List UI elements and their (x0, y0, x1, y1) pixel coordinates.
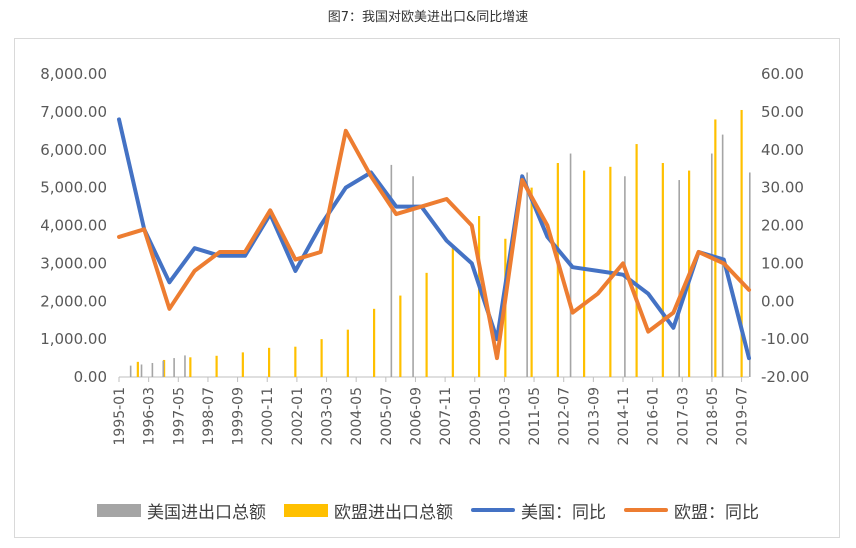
bar-eu-total (320, 339, 323, 377)
x-tick-label: 1996-03 (142, 387, 158, 446)
bar-us-total (140, 364, 143, 377)
bar-us-total (749, 172, 751, 377)
x-tick-label: 1999-09 (231, 387, 247, 446)
bar-eu-total (241, 352, 244, 377)
bar-us-total (151, 362, 154, 377)
legend-swatch-us-total (97, 503, 141, 517)
x-tick-label: 2012-07 (557, 387, 573, 446)
line-eu-yoy (117, 128, 751, 361)
bar-us-total (526, 172, 528, 377)
legend-label-eu-total: 欧盟进出口总额 (334, 502, 453, 523)
legend-item-eu-total: 欧盟进出口总额 (284, 498, 453, 523)
bar-eu-total (399, 295, 402, 377)
bar-eu-total (294, 346, 297, 377)
bar-eu-total (635, 144, 638, 377)
bar-eu-total (346, 329, 349, 377)
x-tick-label: 1997-05 (171, 387, 187, 446)
x-tick-label: 2011-05 (527, 387, 543, 446)
x-tick-label: 2004-05 (349, 387, 365, 446)
legend-swatch-eu-yoy (624, 508, 668, 512)
legend-label-us-total: 美国进出口总额 (147, 502, 266, 523)
bar-us-total (390, 164, 393, 377)
x-tick-label: 2005-07 (379, 387, 395, 446)
legend-label-eu-yoy: 欧盟：同比 (674, 502, 759, 523)
x-tick-label: 2007-11 (438, 387, 454, 446)
legend-swatch-eu-total (284, 503, 328, 517)
chart-frame (14, 38, 840, 538)
x-tick-label: 2010-03 (497, 387, 513, 446)
chart-legend: 美国进出口总额 欧盟进出口总额 美国：同比 欧盟：同比 (0, 497, 856, 523)
bar-eu-total (268, 347, 271, 377)
bar-eu-total (478, 216, 481, 377)
bar-us-total (678, 180, 680, 377)
y-left-tick-label: 7,000.00 (40, 103, 107, 121)
bar-eu-total (215, 355, 218, 377)
legend-item-eu-yoy: 欧盟：同比 (624, 498, 759, 523)
x-tick-label: 1998-07 (201, 387, 217, 446)
x-tick-label: 2016-01 (646, 387, 662, 446)
bar-us-total (173, 358, 175, 377)
legend-label-us-yoy: 美国：同比 (521, 502, 606, 523)
y-right-tick-label: -10.00 (761, 330, 809, 348)
legend-swatch-us-yoy (471, 508, 515, 512)
y-right-tick-label: 60.00 (761, 65, 804, 83)
bar-eu-total (714, 119, 717, 377)
x-tick-label: 2002-01 (290, 387, 306, 446)
y-left-tick-label: 6,000.00 (40, 141, 107, 159)
bar-us-total (412, 176, 414, 377)
x-tick-label: 2014-11 (616, 387, 632, 446)
bar-us-total (162, 360, 165, 377)
bar-us-total (710, 153, 713, 377)
y-right-tick-label: 10.00 (761, 254, 804, 272)
x-tick-label: 2009-01 (468, 387, 484, 446)
bar-eu-total (583, 170, 586, 377)
bar-eu-total (163, 359, 166, 377)
y-right-tick-label: 0.00 (761, 292, 794, 310)
y-right-tick-label: -20.00 (761, 368, 809, 386)
y-left-tick-label: 3,000.00 (40, 254, 107, 272)
x-tick-label: 2018-05 (705, 387, 721, 446)
bar-eu-total (740, 109, 743, 377)
bar-eu-total (425, 272, 428, 377)
x-tick-label: 2019-07 (735, 387, 751, 446)
bar-us-total (184, 355, 186, 377)
y-right-tick-label: 20.00 (761, 217, 804, 235)
bar-eu-total (530, 187, 533, 377)
y-right-tick-label: 30.00 (761, 179, 804, 197)
legend-item-us-total: 美国进出口总额 (97, 498, 266, 523)
bar-eu-total (661, 163, 664, 377)
x-tick-label: 1995-01 (112, 387, 128, 446)
bar-us-total (129, 365, 132, 377)
bar-eu-total (136, 361, 139, 377)
x-tick-label: 2017-03 (675, 387, 691, 446)
bar-us-total (721, 134, 724, 377)
y-left-tick-label: 0.00 (74, 368, 107, 386)
x-tick-label: 2000-11 (260, 387, 276, 446)
y-right-tick-label: 50.00 (761, 103, 804, 121)
y-left-tick-label: 5,000.00 (40, 179, 107, 197)
y-left-tick-label: 8,000.00 (40, 65, 107, 83)
x-tick-label: 2003-03 (320, 387, 336, 446)
bar-eu-total (189, 357, 192, 377)
y-left-tick-label: 1,000.00 (40, 330, 107, 348)
bar-eu-total (373, 308, 376, 377)
y-right-tick-label: 40.00 (761, 141, 804, 159)
x-tick-label: 2013-09 (586, 387, 602, 446)
y-left-tick-label: 4,000.00 (40, 217, 107, 235)
chart-title: 图7：我国对欧美进出口&同比增速 (327, 10, 529, 25)
bar-eu-total (451, 246, 454, 377)
legend-item-us-yoy: 美国：同比 (471, 498, 606, 523)
y-left-tick-label: 2,000.00 (40, 292, 107, 310)
x-tick-label: 2006-09 (408, 387, 424, 446)
line-us-yoy (117, 117, 751, 361)
bar-eu-total (556, 163, 559, 377)
